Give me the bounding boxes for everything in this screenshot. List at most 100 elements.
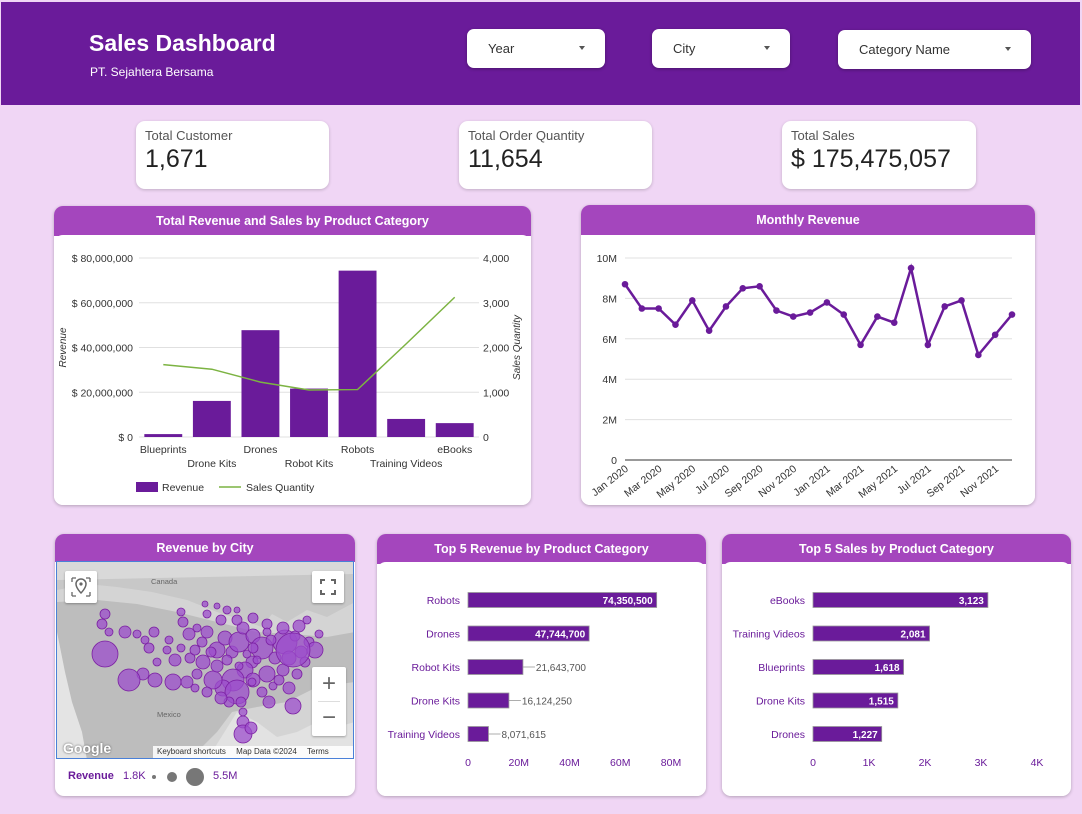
revenue-point[interactable]: [924, 341, 932, 349]
city-bubble[interactable]: [292, 619, 306, 633]
city-bubble[interactable]: [118, 625, 132, 639]
revenue-point[interactable]: [756, 282, 763, 290]
city-map[interactable]: Canada Mexico + − Google Keyboard shortc…: [56, 561, 354, 759]
city-bubble[interactable]: [201, 600, 209, 608]
category-bar[interactable]: [812, 592, 989, 608]
category-bar[interactable]: [812, 726, 883, 742]
revenue-point[interactable]: [638, 305, 646, 312]
city-bubble[interactable]: [231, 614, 243, 626]
city-bubble[interactable]: [235, 696, 247, 708]
keyboard-shortcuts-link[interactable]: Keyboard shortcuts: [157, 747, 226, 756]
revenue-bar[interactable]: [290, 388, 328, 437]
revenue-point[interactable]: [958, 297, 965, 304]
revenue-point[interactable]: [789, 313, 797, 320]
city-bubble[interactable]: [191, 668, 203, 680]
city-bubble[interactable]: [262, 695, 276, 709]
city-bubble[interactable]: [247, 677, 257, 687]
revenue-point[interactable]: [621, 280, 629, 288]
category-bar[interactable]: [467, 625, 590, 642]
city-bubble[interactable]: [184, 652, 196, 664]
city-bubble[interactable]: [132, 629, 142, 639]
city-bubble[interactable]: [214, 691, 228, 705]
city-bubble[interactable]: [282, 681, 296, 695]
revenue-point[interactable]: [975, 351, 982, 359]
city-bubble[interactable]: [182, 627, 196, 641]
revenue-point[interactable]: [890, 319, 898, 326]
category-bar[interactable]: [467, 726, 489, 742]
city-bubble[interactable]: [99, 608, 111, 620]
city-bubble[interactable]: [302, 615, 312, 625]
city-bubble[interactable]: [148, 626, 160, 638]
city-bubble[interactable]: [236, 621, 250, 635]
city-bubble[interactable]: [252, 655, 262, 665]
city-bubble[interactable]: [215, 614, 227, 626]
revenue-point[interactable]: [655, 305, 662, 312]
city-bubble[interactable]: [205, 646, 217, 658]
map-canvas[interactable]: Canada Mexico: [57, 562, 354, 759]
city-bubble[interactable]: [195, 654, 211, 670]
city-bubble[interactable]: [192, 623, 202, 633]
category-bar[interactable]: [467, 659, 524, 675]
revenue-point[interactable]: [907, 264, 915, 272]
city-bubble[interactable]: [238, 707, 248, 717]
category-bar[interactable]: [812, 625, 930, 642]
category-bar[interactable]: [467, 592, 658, 608]
city-bubble[interactable]: [276, 621, 290, 635]
city-bubble[interactable]: [275, 632, 311, 668]
city-bubble[interactable]: [273, 674, 285, 686]
map-locate-button[interactable]: [65, 571, 97, 603]
city-bubble[interactable]: [247, 642, 259, 654]
city-bubble[interactable]: [314, 629, 324, 639]
category-bar[interactable]: [812, 692, 899, 709]
city-bubble[interactable]: [190, 683, 200, 693]
city-bubble[interactable]: [203, 670, 223, 690]
revenue-point[interactable]: [806, 309, 814, 316]
city-bubble[interactable]: [164, 673, 182, 691]
city-bubble[interactable]: [256, 686, 268, 698]
city-bubble[interactable]: [247, 612, 259, 624]
revenue-bar[interactable]: [144, 434, 183, 437]
city-bubble[interactable]: [152, 657, 162, 667]
city-bubble[interactable]: [140, 635, 150, 645]
city-bubble[interactable]: [91, 640, 119, 668]
revenue-point[interactable]: [840, 311, 848, 318]
city-bubble[interactable]: [200, 625, 214, 639]
city-bubble[interactable]: [176, 643, 186, 653]
city-bubble[interactable]: [210, 659, 224, 673]
revenue-point[interactable]: [739, 285, 747, 292]
revenue-point[interactable]: [672, 321, 679, 328]
revenue-point[interactable]: [722, 303, 730, 310]
revenue-bar[interactable]: [387, 418, 426, 437]
revenue-bar[interactable]: [435, 423, 474, 437]
city-bubble[interactable]: [196, 636, 208, 648]
city-bubble[interactable]: [176, 607, 186, 617]
city-bubble[interactable]: [177, 616, 189, 628]
city-bubble[interactable]: [244, 721, 258, 735]
city-bubble[interactable]: [261, 618, 273, 630]
map-fullscreen-button[interactable]: [312, 571, 344, 603]
zoom-in-button[interactable]: +: [321, 670, 336, 697]
revenue-point[interactable]: [705, 327, 713, 335]
city-bubble[interactable]: [242, 649, 252, 659]
city-bubble[interactable]: [258, 665, 276, 683]
city-bubble[interactable]: [233, 606, 241, 614]
category-bar[interactable]: [812, 659, 905, 675]
city-bubble[interactable]: [162, 645, 172, 655]
revenue-point[interactable]: [874, 313, 881, 320]
city-filter-dropdown[interactable]: City: [652, 29, 790, 68]
city-bubble[interactable]: [222, 605, 232, 615]
revenue-point[interactable]: [689, 297, 696, 304]
revenue-point[interactable]: [857, 341, 864, 349]
revenue-point[interactable]: [823, 299, 831, 306]
city-bubble[interactable]: [201, 686, 213, 698]
city-bubble[interactable]: [143, 642, 155, 654]
city-bubble[interactable]: [213, 602, 221, 610]
city-bubble[interactable]: [265, 634, 277, 646]
zoom-out-button[interactable]: −: [321, 704, 336, 731]
city-bubble[interactable]: [202, 609, 212, 619]
city-bubble[interactable]: [117, 668, 141, 692]
category-bar[interactable]: [467, 692, 510, 709]
city-bubble[interactable]: [268, 681, 278, 691]
revenue-bar[interactable]: [338, 270, 377, 437]
city-bubble[interactable]: [168, 653, 182, 667]
